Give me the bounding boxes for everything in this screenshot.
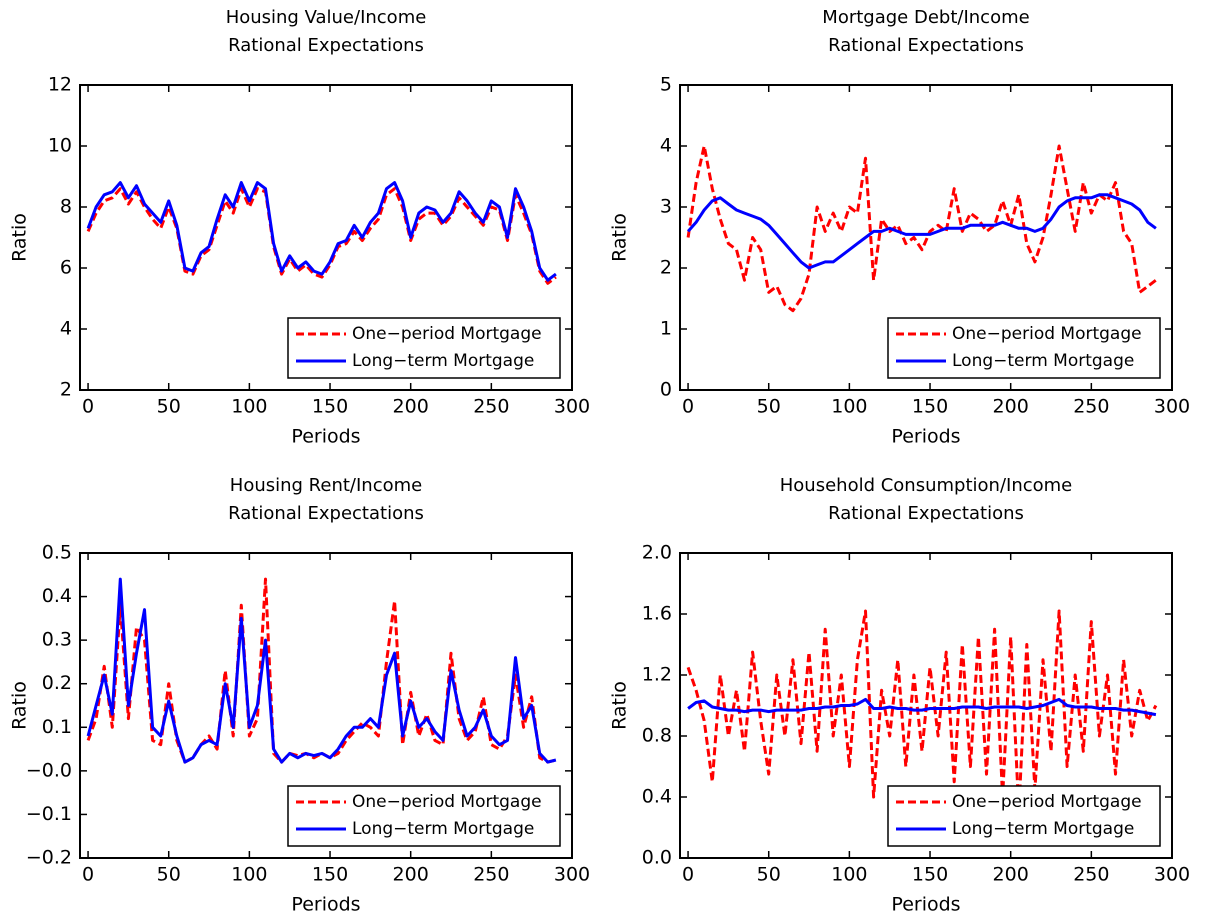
legend-label: Long−term Mortgage (352, 819, 534, 839)
y-tick-label: 10 (48, 135, 72, 157)
legend-label: One−period Mortgage (952, 792, 1142, 812)
y-tick-label: 12 (48, 74, 72, 96)
legend-label: Long−term Mortgage (352, 351, 534, 371)
y-tick-label: 1.6 (642, 603, 672, 625)
series-line (687, 697, 1157, 717)
legend-label: Long−term Mortgage (952, 819, 1134, 839)
chart-title: Housing Rent/Income (230, 475, 422, 496)
chart-subtitle: Rational Expectations (228, 35, 424, 56)
y-tick-label: 2 (60, 379, 72, 401)
chart-subtitle: Rational Expectations (828, 503, 1024, 524)
y-axis-label: Ratio (9, 213, 31, 262)
plot-frame (79, 84, 573, 391)
y-tick-label: 0.4 (642, 786, 672, 808)
x-tick-label: 200 (993, 396, 1029, 418)
legend-box (287, 785, 561, 847)
x-tick-label: 100 (231, 864, 267, 886)
x-tick-label: 300 (1154, 396, 1190, 418)
y-tick-label: −0.2 (26, 847, 72, 869)
y-tick-label: 0.3 (42, 629, 72, 651)
x-tick-label: 150 (312, 396, 348, 418)
series-line (86, 187, 557, 285)
plot-frame (679, 84, 1173, 391)
x-axis-label: Periods (291, 894, 360, 916)
legend-label: One−period Mortgage (352, 792, 542, 812)
legend-label: Long−term Mortgage (952, 351, 1134, 371)
x-tick-label: 100 (831, 864, 867, 886)
x-tick-label: 50 (757, 396, 781, 418)
x-tick-label: 150 (912, 396, 948, 418)
plot-frame (679, 552, 1173, 859)
y-tick-label: 0.1 (42, 716, 72, 738)
y-tick-label: 0.5 (42, 542, 72, 564)
x-tick-label: 100 (831, 396, 867, 418)
x-axis-label: Periods (291, 426, 360, 448)
x-tick-label: 250 (473, 396, 509, 418)
plot-frame (79, 552, 573, 859)
x-tick-label: 0 (82, 396, 94, 418)
y-axis-label: Ratio (609, 681, 631, 730)
chart-title: Mortgage Debt/Income (822, 7, 1029, 28)
legend-label: One−period Mortgage (952, 324, 1142, 344)
y-tick-label: 8 (60, 196, 72, 218)
y-tick-label: 1 (660, 318, 672, 340)
x-tick-label: 300 (1154, 864, 1190, 886)
legend-box (887, 317, 1161, 379)
chart-title: Housing Value/Income (226, 7, 427, 28)
y-tick-label: 2.0 (642, 542, 672, 564)
y-tick-label: 0.4 (42, 585, 72, 607)
y-axis-label: Ratio (9, 681, 31, 730)
legend-box (287, 317, 561, 379)
y-tick-label: 1.2 (642, 664, 672, 686)
series-line (686, 193, 1157, 270)
legend-box (887, 785, 1161, 847)
x-tick-label: 150 (912, 864, 948, 886)
chart-title: Household Consumption/Income (780, 475, 1073, 496)
y-tick-label: 0.0 (642, 847, 672, 869)
x-tick-label: 200 (993, 864, 1029, 886)
y-tick-label: 0 (660, 379, 672, 401)
y-tick-label: 5 (660, 74, 672, 96)
series-line (86, 577, 557, 764)
x-tick-label: 150 (312, 864, 348, 886)
y-tick-label: 0.2 (42, 672, 72, 694)
y-tick-label: 4 (660, 135, 672, 157)
y-tick-label: −0.1 (26, 803, 72, 825)
x-tick-label: 250 (473, 864, 509, 886)
y-tick-label: 2 (660, 257, 672, 279)
y-tick-label: −0.0 (26, 759, 72, 781)
x-axis-label: Periods (891, 426, 960, 448)
y-tick-label: 6 (60, 257, 72, 279)
series-line (686, 144, 1157, 313)
x-tick-label: 50 (157, 864, 181, 886)
x-tick-label: 200 (393, 864, 429, 886)
y-tick-label: 3 (660, 196, 672, 218)
series-line (686, 609, 1158, 814)
x-tick-label: 200 (393, 396, 429, 418)
chart-subtitle: Rational Expectations (228, 503, 424, 524)
x-tick-label: 300 (554, 864, 590, 886)
x-tick-label: 0 (82, 864, 94, 886)
x-axis-label: Periods (891, 894, 960, 916)
x-tick-label: 0 (682, 864, 694, 886)
legend-label: One−period Mortgage (352, 324, 542, 344)
y-axis-label: Ratio (609, 213, 631, 262)
x-tick-label: 50 (157, 396, 181, 418)
x-tick-label: 300 (554, 396, 590, 418)
y-tick-label: 0.8 (642, 725, 672, 747)
chart-subtitle: Rational Expectations (828, 35, 1024, 56)
x-tick-label: 100 (231, 396, 267, 418)
series-line (86, 577, 557, 764)
y-tick-label: 4 (60, 318, 72, 340)
x-tick-label: 50 (757, 864, 781, 886)
x-tick-label: 250 (1073, 396, 1109, 418)
series-line (86, 181, 557, 282)
x-tick-label: 0 (682, 396, 694, 418)
x-tick-label: 250 (1073, 864, 1109, 886)
